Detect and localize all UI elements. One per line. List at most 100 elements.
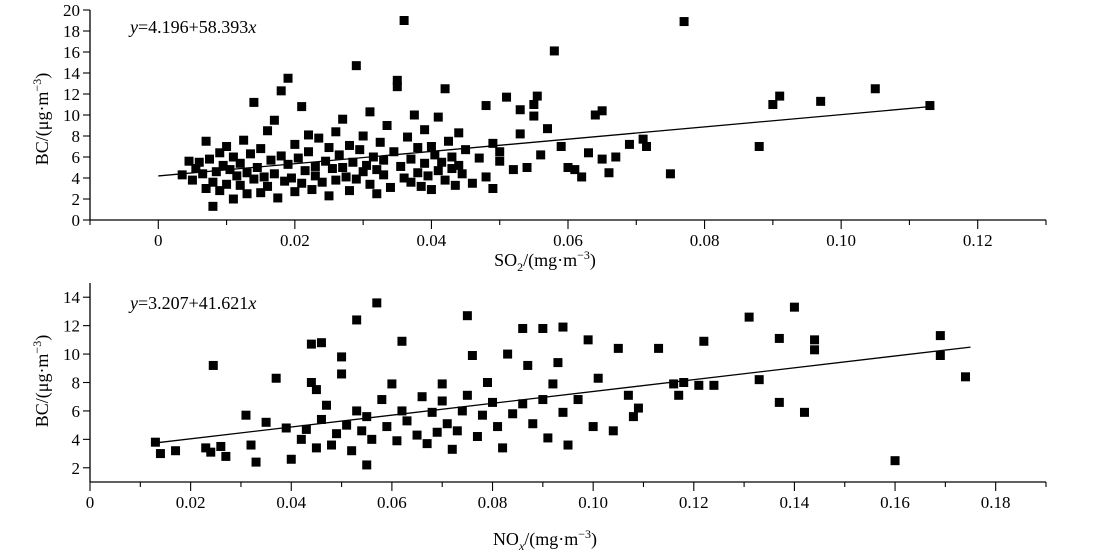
nox-data-point — [241, 410, 251, 420]
so2-data-point — [403, 132, 413, 142]
nox-data-point — [518, 399, 528, 409]
so2-data-point — [392, 75, 402, 85]
so2-data-point — [925, 101, 935, 111]
so2-data-point — [317, 177, 327, 187]
so2-data-point — [642, 142, 652, 151]
nox-data-point — [960, 372, 970, 382]
so2-data-point — [239, 135, 249, 145]
nox-data-point — [397, 336, 407, 346]
nox-data-point — [442, 419, 452, 429]
so2-data-point — [870, 84, 880, 94]
so2-data-point — [300, 166, 310, 176]
so2-data-point — [351, 174, 361, 184]
so2-y-tick-label: 4 — [72, 169, 81, 188]
so2-data-point — [310, 161, 320, 171]
so2-data-point — [399, 16, 409, 25]
so2-data-point — [266, 155, 276, 165]
nox-y-tick-label: 8 — [72, 374, 81, 393]
so2-data-point — [597, 154, 607, 164]
nox-y-tick-label: 12 — [63, 317, 80, 336]
so2-data-point — [344, 186, 354, 196]
nox-data-point — [327, 440, 337, 450]
nox-data-point — [347, 446, 357, 456]
so2-x-ticks: 0 0.02 0.04 0.06 0.08 0.10 0.12 — [89, 220, 1047, 250]
so2-data-point — [563, 163, 573, 172]
nox-data-point — [462, 311, 472, 321]
nox-x-tick-label: 0.18 — [981, 493, 1011, 512]
so2-data-point — [245, 149, 255, 159]
nox-data-point — [789, 302, 799, 312]
so2-data-point — [454, 160, 464, 170]
so2-data-point — [532, 91, 542, 101]
nox-data-point — [201, 443, 211, 453]
so2-data-point — [440, 84, 450, 94]
nox-data-point — [206, 447, 216, 457]
nox-data-point — [392, 436, 402, 446]
so2-data-point — [611, 152, 621, 162]
nox-data-point — [508, 409, 518, 419]
nox-data-point — [548, 379, 558, 389]
nox-data-point — [538, 395, 548, 405]
so2-data-point — [327, 164, 337, 174]
so2-data-point — [372, 189, 382, 199]
so2-data-point — [570, 165, 580, 175]
nox-x-tick-label: 0.14 — [780, 493, 810, 512]
nox-data-point — [488, 397, 498, 407]
so2-data-point — [372, 165, 382, 175]
so2-data-point — [583, 148, 593, 158]
nox-points — [150, 298, 970, 470]
so2-data-point — [297, 102, 307, 112]
nox-y-tick-label: 14 — [63, 288, 81, 307]
so2-data-point — [406, 177, 416, 187]
nox-data-point — [457, 406, 467, 416]
so2-data-point — [379, 170, 389, 180]
nox-data-point — [437, 396, 447, 406]
so2-data-point — [235, 158, 245, 168]
nox-data-point — [296, 434, 306, 444]
nox-x-tick-label: 0.06 — [377, 493, 407, 512]
so2-data-point — [314, 133, 324, 143]
nox-data-point — [387, 379, 397, 389]
so2-data-point — [283, 73, 293, 83]
nox-data-point — [623, 390, 633, 400]
nox-x-tick-label: 0.02 — [176, 493, 206, 512]
so2-x-tick-label: 0.08 — [690, 231, 720, 250]
nox-data-point — [216, 441, 226, 451]
so2-data-point — [775, 91, 785, 101]
so2-data-point — [324, 191, 334, 201]
nox-data-point — [472, 432, 482, 442]
so2-y-tick-label: 16 — [63, 43, 80, 62]
panel-nox: 0 0.02 0.04 0.06 0.08 0.10 0.12 0.14 0.16 0.18 2 4… — [30, 283, 1047, 553]
so2-data-point — [286, 173, 296, 183]
so2-data-point — [481, 101, 491, 111]
so2-data-point — [375, 137, 385, 147]
so2-x-tick-label: 0.02 — [280, 231, 310, 250]
nox-data-point — [493, 422, 503, 432]
so2-data-point — [604, 168, 614, 178]
nox-data-point — [261, 417, 271, 427]
so2-y-tick-label: 0 — [72, 211, 81, 230]
nox-axes — [89, 283, 1046, 483]
so2-data-point — [522, 163, 532, 172]
so2-data-point — [420, 125, 430, 135]
so2-x-tick-label: 0.12 — [963, 231, 993, 250]
so2-data-point — [187, 175, 197, 185]
nox-data-point — [362, 412, 372, 422]
so2-data-point — [488, 184, 498, 193]
so2-data-point — [461, 145, 471, 155]
so2-fit-line — [158, 106, 930, 177]
nox-data-point — [503, 349, 513, 359]
nox-data-point — [588, 422, 598, 432]
so2-data-point — [263, 181, 273, 191]
nox-data-point — [397, 406, 407, 416]
so2-data-point — [385, 182, 395, 192]
nox-data-point — [669, 379, 679, 389]
so2-data-point — [447, 164, 457, 174]
nox-x-axis-label: NOx/(mg·m−3) — [493, 527, 597, 553]
so2-data-point — [495, 147, 505, 157]
nox-data-point — [498, 443, 508, 453]
so2-data-point — [222, 142, 232, 151]
nox-data-point — [362, 460, 372, 470]
